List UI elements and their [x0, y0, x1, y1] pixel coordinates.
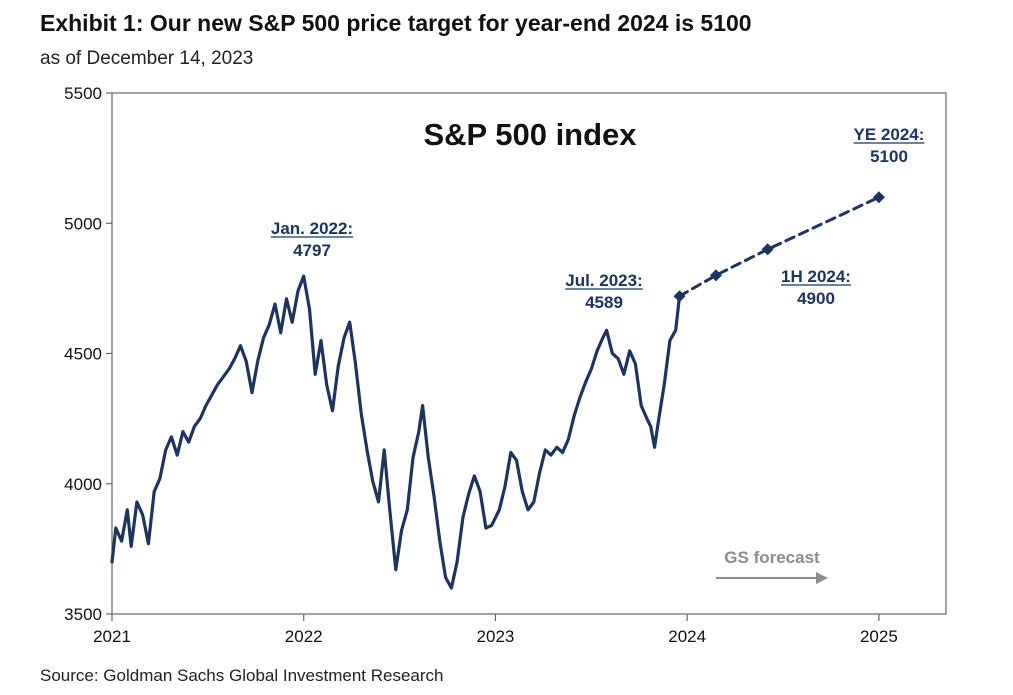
forecast-series-line — [678, 195, 881, 298]
exhibit-subtitle: as of December 14, 2023 — [40, 48, 254, 69]
x-tick-label: 2023 — [477, 627, 515, 646]
x-axis: 2021 2022 2023 2024 2025 — [93, 614, 898, 646]
x-tick-label: 2024 — [668, 627, 706, 646]
annotation-value: 5100 — [870, 147, 908, 166]
forecast-point-marker — [872, 191, 885, 204]
y-tick-label: 4500 — [64, 345, 102, 364]
source-note: Source: Goldman Sachs Global Investment … — [40, 666, 444, 685]
series-layer — [110, 191, 885, 590]
annotation-value: 4797 — [293, 241, 331, 260]
annotation-label: Jul. 2023: — [565, 271, 643, 290]
chart-title: S&P 500 index — [423, 117, 637, 152]
forecast-point-marker — [673, 290, 686, 303]
annotations-layer: Jan. 2022: 4797 Jul. 2023: 4589 1H 2024: 4900… — [270, 125, 925, 312]
annotation-value: 4589 — [585, 293, 623, 312]
forecast-point-marker — [709, 269, 722, 282]
forecast-legend: GS forecast — [716, 548, 828, 584]
x-tick-label: 2022 — [285, 627, 323, 646]
y-tick-label: 5500 — [64, 84, 102, 103]
x-tick-label: 2021 — [93, 627, 131, 646]
exhibit-title: Exhibit 1: Our new S&P 500 price target … — [40, 10, 752, 36]
y-tick-label: 4000 — [64, 475, 102, 494]
annotation-value: 4900 — [797, 289, 835, 308]
y-axis: 3500 4000 4500 5000 5500 — [64, 84, 112, 624]
forecast-label: GS forecast — [724, 548, 820, 567]
annotation-label: YE 2024: — [854, 125, 925, 144]
x-tick-label: 2025 — [860, 627, 898, 646]
forecast-arrow-head — [816, 572, 828, 584]
y-tick-label: 5000 — [64, 214, 102, 233]
annotation-label: 1H 2024: — [781, 267, 851, 286]
annotation-label: Jan. 2022: — [271, 219, 353, 238]
index-series-line — [110, 274, 682, 590]
y-tick-label: 3500 — [64, 605, 102, 624]
forecast-point-marker — [761, 243, 774, 256]
